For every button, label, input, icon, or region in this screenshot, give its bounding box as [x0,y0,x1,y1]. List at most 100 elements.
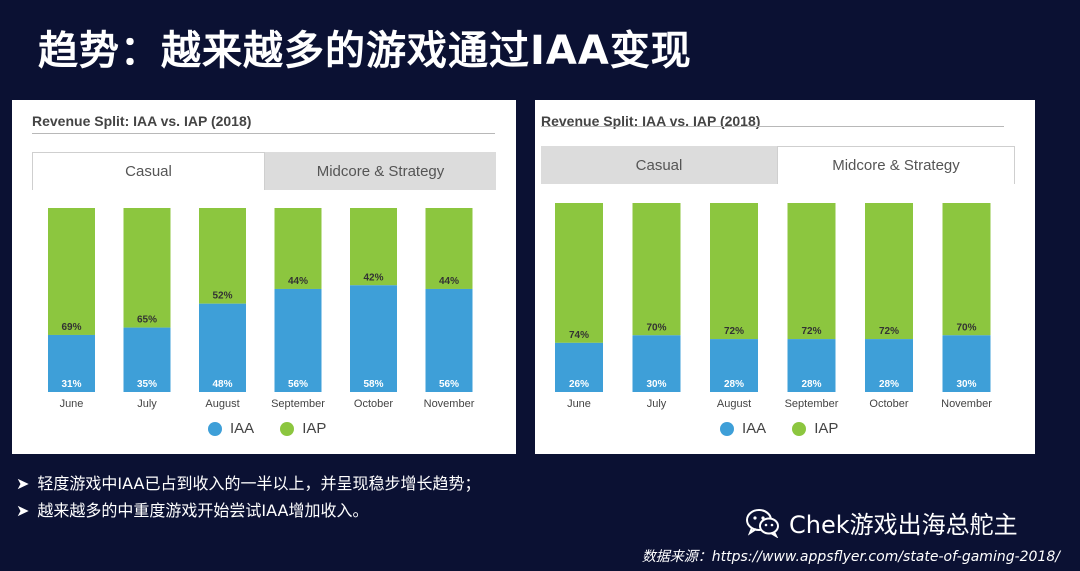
data-label-iap: 74% [569,330,589,341]
data-label-iap: 70% [646,322,666,333]
data-label-iaa: 58% [363,379,383,390]
data-label-iaa: 31% [61,379,81,390]
bar-segment-iaa [555,342,603,392]
legend-label-iaa: IAA [742,420,767,437]
bar-segment-iaa [48,334,95,392]
bar-segment-iaa [942,335,991,392]
data-label-iap: 44% [288,276,308,287]
legend-item-iap: IAP [792,420,838,437]
legend-item-iaa: IAA [720,420,766,437]
heading-divider [32,133,495,134]
data-label-iaa: 56% [288,379,308,390]
bar-segment-iaa [865,339,913,392]
tab-casual[interactable]: Casual [635,156,683,174]
data-label-iaa: 28% [879,379,899,390]
panel-heading: Revenue Split: IAA vs. IAP (2018) [541,113,761,129]
tab-bar: Casual Midcore & Strategy [541,146,1015,184]
legend-label-iaa: IAA [230,420,255,437]
bar-segment-iaa [632,335,681,392]
data-label-iaa: 26% [569,379,589,390]
x-tick-label: September [271,398,325,410]
data-label-iap: 72% [724,326,744,337]
legend-item-iaa: IAA [208,420,254,437]
x-tick-label: October [354,398,393,410]
data-label-iap: 72% [879,326,899,337]
data-label-iap: 69% [61,322,81,333]
wechat-icon [746,508,779,538]
bar-segment-iaa [123,327,171,392]
x-tick-label: June [60,398,84,410]
legend-item-iap: IAP [280,420,326,437]
data-label-iaa: 28% [724,379,744,390]
heading-divider [541,126,1004,127]
bar-segment-iap [787,203,836,340]
bar-segment-iap [274,208,322,289]
data-label-iaa: 30% [646,379,666,390]
x-tick-label: November [941,398,992,410]
legend-label-iap: IAP [814,420,839,437]
bar-segment-iaa [350,285,397,392]
bar-segment-iaa [274,288,322,392]
data-label-iaa: 28% [801,379,821,390]
bar-segment-iap [555,203,603,343]
bar-segment-iaa [710,339,758,392]
x-tick-label: July [647,398,667,410]
bar-segment-iap [425,208,473,289]
tab-midcore-strategy[interactable]: Midcore & Strategy [316,162,445,180]
x-tick-label: July [137,398,157,410]
x-tick-label: November [424,398,475,410]
legend-swatch-iaa [720,421,734,436]
chart-legend: IAA IAP [208,420,342,437]
panel-heading: Revenue Split: IAA vs. IAP (2018) [32,113,252,129]
slide-title: 趋势：越来越多的游戏通过IAA变现 [38,28,692,74]
bar-segment-iap [48,208,95,335]
bar-segment-iap [865,203,913,340]
data-label-iap: 44% [439,276,459,287]
data-label-iap: 70% [956,322,976,333]
legend-swatch-iaa [208,421,222,436]
data-label-iaa: 30% [956,379,976,390]
data-label-iap: 72% [801,326,821,337]
bar-segment-iap [710,203,758,340]
bar-segment-iap [123,208,171,328]
wechat-watermark: Chek游戏出海总舵主 [745,505,1018,540]
bullet-text: 越来越多的中重度游戏开始尝试IAA增加收入。 [37,501,369,520]
x-tick-label: September [785,398,839,410]
bar-segment-iaa [199,303,246,392]
bullet-marker-icon: ➤ [16,501,30,520]
bar-segment-iaa [787,339,836,392]
bar-segment-iap [942,203,991,336]
x-tick-label: August [717,398,751,410]
source-citation: 数据来源：https://www.appsflyer.com/state-of-… [641,549,1060,565]
data-label-iap: 42% [363,272,383,283]
stacked-bar-chart-casual: 31% 69% June 35% 65% July 48% 52% August 56% 44% Se… [48,208,475,410]
stacked-bar-chart-midcore: 26% 74% June 30% 70% July 28% 72% August 28% 72% Se… [555,203,992,410]
data-label-iaa: 35% [137,379,157,390]
tab-casual[interactable]: Casual [32,152,265,190]
tab-bar: Casual Midcore & Strategy [32,152,496,190]
legend-swatch-iap [792,421,807,436]
bullet-marker-icon: ➤ [16,474,30,493]
legend-label-iap: IAP [302,420,327,437]
bullet-item: ➤ 轻度游戏中IAA已占到收入的一半以上，并呈现稳步增长趋势； [16,470,480,497]
data-label-iap: 65% [137,315,157,326]
data-label-iap: 52% [212,291,232,302]
data-label-iaa: 56% [439,379,459,390]
bullet-text: 轻度游戏中IAA已占到收入的一半以上，并呈现稳步增长趋势； [37,474,481,493]
bar-segment-iaa [425,288,473,392]
x-tick-label: August [205,398,239,410]
data-label-iaa: 48% [212,379,232,390]
chart-panel-casual: Revenue Split: IAA vs. IAP (2018) Casual… [12,100,516,454]
bar-segment-iap [350,208,397,286]
chart-legend: IAA IAP [720,420,854,437]
tab-midcore-strategy[interactable]: Midcore & Strategy [777,146,1015,184]
chart-panel-midcore: Revenue Split: IAA vs. IAP (2018) Casual… [535,100,1035,454]
bullet-item: ➤ 越来越多的中重度游戏开始尝试IAA增加收入。 [16,497,480,524]
bar-segment-iap [632,203,681,336]
bar-segment-iap [199,208,246,304]
x-tick-label: June [567,398,591,410]
x-tick-label: October [869,398,908,410]
wechat-account-name: Chek游戏出海总舵主 [789,511,1018,539]
legend-swatch-iap [280,421,295,436]
bullet-list: ➤ 轻度游戏中IAA已占到收入的一半以上，并呈现稳步增长趋势； ➤ 越来越多的中… [16,470,480,524]
